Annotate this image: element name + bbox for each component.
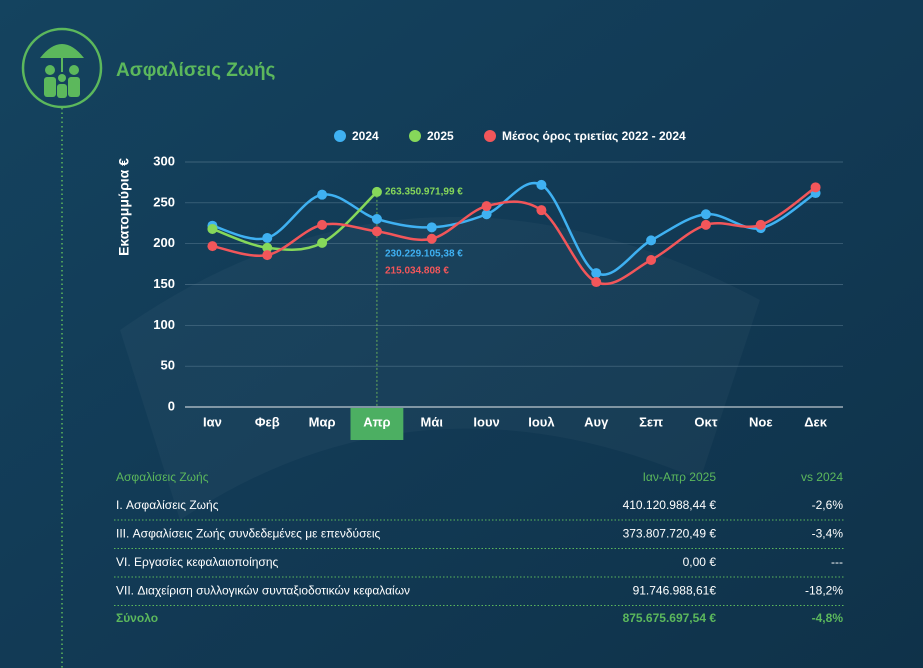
- table-cell: Ιαν-Απρ 2025: [643, 470, 717, 484]
- table-cell: 410.120.988,44 €: [623, 498, 717, 512]
- data-point: [536, 179, 547, 190]
- y-tick-label: 200: [153, 235, 175, 250]
- data-point: [591, 277, 602, 288]
- data-point: [646, 255, 657, 265]
- x-tick-label: Σεπ: [639, 414, 663, 429]
- legend-label: Μέσος όρος τριετίας 2022 - 2024: [502, 129, 686, 143]
- data-point: [426, 233, 437, 244]
- x-tick-label: Φεβ: [255, 414, 280, 429]
- x-tick-label: Μάι: [421, 414, 444, 429]
- data-label: 230.229.105,38 €: [385, 249, 463, 260]
- x-tick-label: Ιουλ: [528, 414, 555, 429]
- table-cell: -3,4%: [812, 527, 844, 541]
- table-cell: VI. Εργασίες κεφαλαιοποίησης: [116, 555, 279, 569]
- legend-swatch: [409, 130, 421, 142]
- table-cell: vs 2024: [801, 470, 843, 484]
- x-tick-label: Νοε: [749, 414, 773, 429]
- data-point: [207, 223, 218, 234]
- table-cell: -2,6%: [812, 498, 844, 512]
- data-point: [207, 241, 218, 252]
- table-cell: 0,00 €: [683, 555, 717, 569]
- y-tick-label: 0: [168, 398, 175, 413]
- data-label: 215.034.808 €: [385, 266, 449, 277]
- table-cell: Σύνολο: [116, 611, 158, 625]
- data-point: [481, 201, 492, 212]
- data-point: [262, 250, 273, 261]
- y-axis-label: Εκατομμύρια €: [116, 158, 132, 256]
- data-point: [317, 237, 328, 248]
- data-label: 263.350.971,99 €: [385, 187, 463, 198]
- legend-swatch: [484, 130, 496, 142]
- y-tick-label: 250: [153, 194, 175, 209]
- table-cell: -4,8%: [812, 611, 844, 625]
- x-tick-label: Ιουν: [473, 414, 499, 429]
- legend-label: 2024: [352, 129, 379, 143]
- data-point: [700, 219, 711, 230]
- x-tick-label: Δεκ: [804, 414, 828, 429]
- y-tick-label: 150: [153, 276, 175, 291]
- series-line: [211, 191, 378, 251]
- x-tick-label: Απρ: [363, 414, 390, 429]
- legend-label: 2025: [427, 129, 454, 143]
- table-cell: Ασφαλίσεις Ζωής: [116, 470, 209, 484]
- legend-swatch: [334, 130, 346, 142]
- table-cell: ---: [831, 555, 843, 569]
- data-point: [262, 232, 273, 243]
- x-tick-label: Ιαν: [203, 414, 222, 429]
- table-cell: VII. Διαχείριση συλλογικών συνταξιοδοτικ…: [116, 584, 410, 598]
- data-point: [371, 213, 382, 224]
- data-point: [591, 268, 602, 279]
- data-point: [371, 186, 382, 197]
- highlight-box: [350, 408, 404, 440]
- table-cell: -18,2%: [805, 584, 843, 598]
- data-point: [481, 209, 492, 220]
- data-point: [755, 219, 766, 230]
- x-tick-label: Αυγ: [584, 414, 609, 429]
- data-point: [646, 235, 657, 246]
- data-point: [262, 242, 273, 253]
- data-point: [426, 222, 437, 233]
- y-tick-label: 300: [153, 153, 175, 168]
- x-tick-label: Οκτ: [694, 414, 717, 429]
- x-tick-label: Μαρ: [309, 414, 336, 429]
- data-point: [536, 205, 547, 216]
- data-point: [700, 209, 711, 220]
- y-tick-label: 50: [161, 358, 175, 373]
- table-cell: 875.675.697,54 €: [623, 611, 717, 625]
- logo: [21, 27, 103, 109]
- data-point: [810, 182, 821, 193]
- table-cell: 91.746.988,61€: [633, 584, 717, 598]
- data-point: [371, 226, 382, 237]
- y-tick-label: 100: [153, 317, 175, 332]
- table-cell: III. Ασφαλίσεις Ζωής συνδεδεμένες με επε…: [116, 527, 380, 541]
- data-point: [317, 219, 328, 230]
- table-cell: I. Ασφαλίσεις Ζωής: [116, 498, 219, 512]
- table-cell: 373.807.720,49 €: [623, 527, 717, 541]
- page-title: Ασφαλίσεις Ζωής: [116, 60, 276, 81]
- data-point: [317, 189, 328, 200]
